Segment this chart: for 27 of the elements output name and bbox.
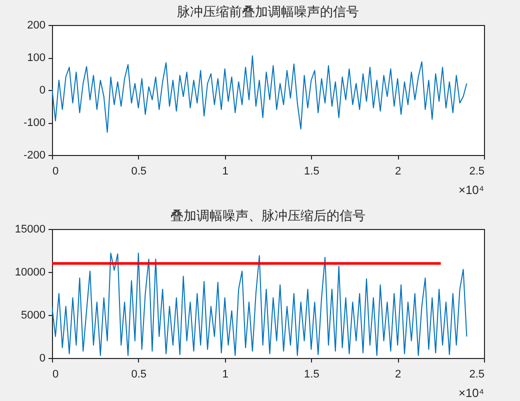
y-tick-label: 15000 [14,224,46,236]
y-tick-label: 5000 [21,310,46,322]
text: ×10⁴ [458,183,484,197]
chart-title: 脉冲压缩前叠加调幅噪声的信号 [177,4,359,19]
y-tick-label: 10000 [14,266,46,278]
line-series [52,252,468,356]
x-tick-label: 1.5 [304,166,320,178]
line-series [52,55,468,133]
y-tick-label: 100 [27,52,46,64]
y-tick-label: -200 [23,150,46,162]
x-tick-label: 1 [222,368,228,380]
y-tick-label: -100 [23,117,46,129]
chart-title: 叠加调幅噪声、脉冲压缩后的信号 [170,208,366,223]
x-tick-label: 1.5 [304,368,320,380]
x-tick-label: 2.5 [469,166,484,178]
y-tick-label: 0 [39,84,46,96]
x-tick-label: 2.5 [469,368,484,380]
x-tick-label: 0.5 [131,368,147,380]
x-tick-label: 2 [395,166,402,178]
x-tick-label: 2 [395,368,402,380]
y-tick-label: 0 [39,352,46,364]
x-tick-label: 0 [52,368,59,380]
x-tick-label: 0 [52,166,59,178]
x-tick-label: 1 [222,166,228,178]
y-tick-label: 200 [27,20,46,32]
x-tick-label: 0.5 [131,166,147,178]
text: ×10⁴ [458,386,484,400]
